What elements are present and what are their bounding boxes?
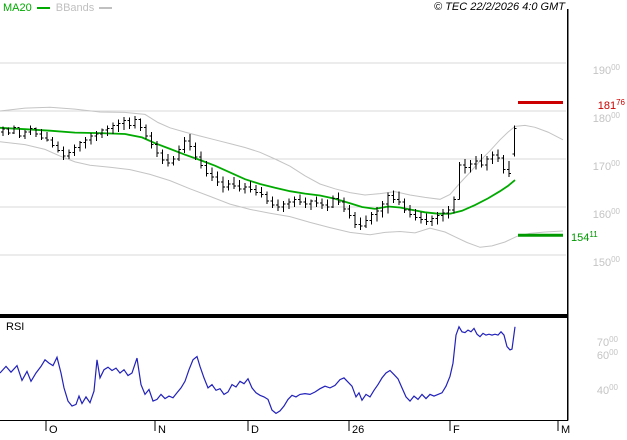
rsi-line: [0, 325, 516, 415]
bollinger-lower-line: [0, 141, 564, 248]
bollinger-upper-line: [0, 106, 564, 200]
ma20-line: [0, 126, 516, 215]
panel-separator: [0, 314, 568, 318]
